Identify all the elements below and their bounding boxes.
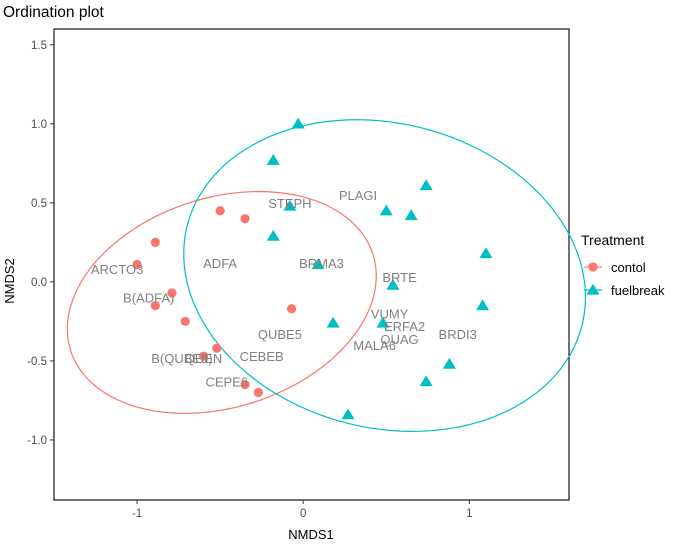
point-fuelbreak [266, 153, 280, 165]
point-fuelbreak [419, 179, 433, 191]
point-fuelbreak [376, 316, 390, 328]
species-label: B(ADFA) [123, 291, 174, 306]
legend-key-circle [588, 262, 598, 272]
y-tick-label: 1.0 [31, 119, 47, 131]
species-label: B(QUBE5) [151, 351, 212, 366]
point-contol [286, 304, 297, 314]
point-contol [150, 237, 160, 247]
point-fuelbreak [341, 408, 355, 420]
confidence-ellipse-contol [66, 190, 377, 414]
species-label: BRTE [382, 270, 417, 285]
species-label: BRMA3 [299, 256, 344, 271]
species-label: MALA6 [353, 338, 396, 353]
x-tick-label: 1 [466, 508, 472, 520]
legend: Treatment contol fuelbreak [581, 232, 665, 298]
y-tick-label: -1.0 [27, 435, 47, 447]
point-fuelbreak [266, 229, 280, 241]
y-tick-label: 0.0 [31, 277, 47, 289]
point-fuelbreak [311, 258, 325, 270]
point-fuelbreak [283, 199, 297, 211]
species-label: STEPH [268, 196, 311, 211]
point-contol [212, 343, 222, 353]
species-label: PLAGI [339, 188, 377, 203]
point-contol [215, 206, 225, 216]
point-contol [198, 351, 209, 361]
point-fuelbreak [419, 375, 433, 387]
point-fuelbreak [476, 299, 490, 311]
species-label: ADFA [203, 256, 237, 271]
species-label: QUAG [380, 332, 418, 347]
species-label: ERFA2 [384, 319, 425, 334]
species-label: ARCTO3 [91, 262, 144, 277]
point-fuelbreak [379, 204, 393, 216]
point-fuelbreak [326, 316, 340, 328]
species-label: CEBEB [240, 349, 284, 364]
species-label: CEPE6 [205, 374, 248, 389]
point-fuelbreak [386, 278, 400, 290]
point-fuelbreak [442, 357, 456, 369]
y-axis-title: NMDS2 [2, 258, 17, 304]
species-label: BRDI3 [439, 327, 477, 342]
species-label: QUBE5 [258, 327, 302, 342]
species-label: QUEN [185, 351, 223, 366]
point-contol [240, 214, 250, 224]
legend-label: fuelbreak [611, 283, 665, 298]
point-fuelbreak [479, 247, 493, 259]
y-tick-label: 0.5 [31, 198, 47, 210]
point-contol [132, 259, 142, 270]
plot-panel-border [53, 28, 570, 501]
y-tick-label: 1.5 [31, 40, 47, 52]
y-tick-label: -0.5 [27, 356, 47, 368]
point-contol [240, 380, 250, 390]
point-contol [253, 387, 263, 398]
point-fuelbreak [291, 117, 305, 129]
point-contol [180, 316, 190, 326]
legend-label: contol [611, 260, 646, 275]
point-contol [150, 300, 160, 311]
plot-area: -1 0 1 -1.0 -0.5 0.0 0.5 1.0 1.5 ARCTO3 B(ADFA) ADF… [27, 28, 586, 520]
point-fuelbreak [404, 209, 418, 221]
point-contol [167, 288, 177, 298]
legend-title: Treatment [581, 232, 644, 248]
species-label: VUMY [371, 306, 409, 321]
x-tick-label: 0 [300, 508, 306, 520]
legend-key-triangle [586, 283, 600, 295]
confidence-ellipse-fuelbreak [183, 119, 586, 433]
x-axis-title: NMDS1 [288, 527, 334, 542]
x-tick-label: -1 [132, 508, 142, 520]
chart-title: Ordination plot [3, 4, 105, 21]
